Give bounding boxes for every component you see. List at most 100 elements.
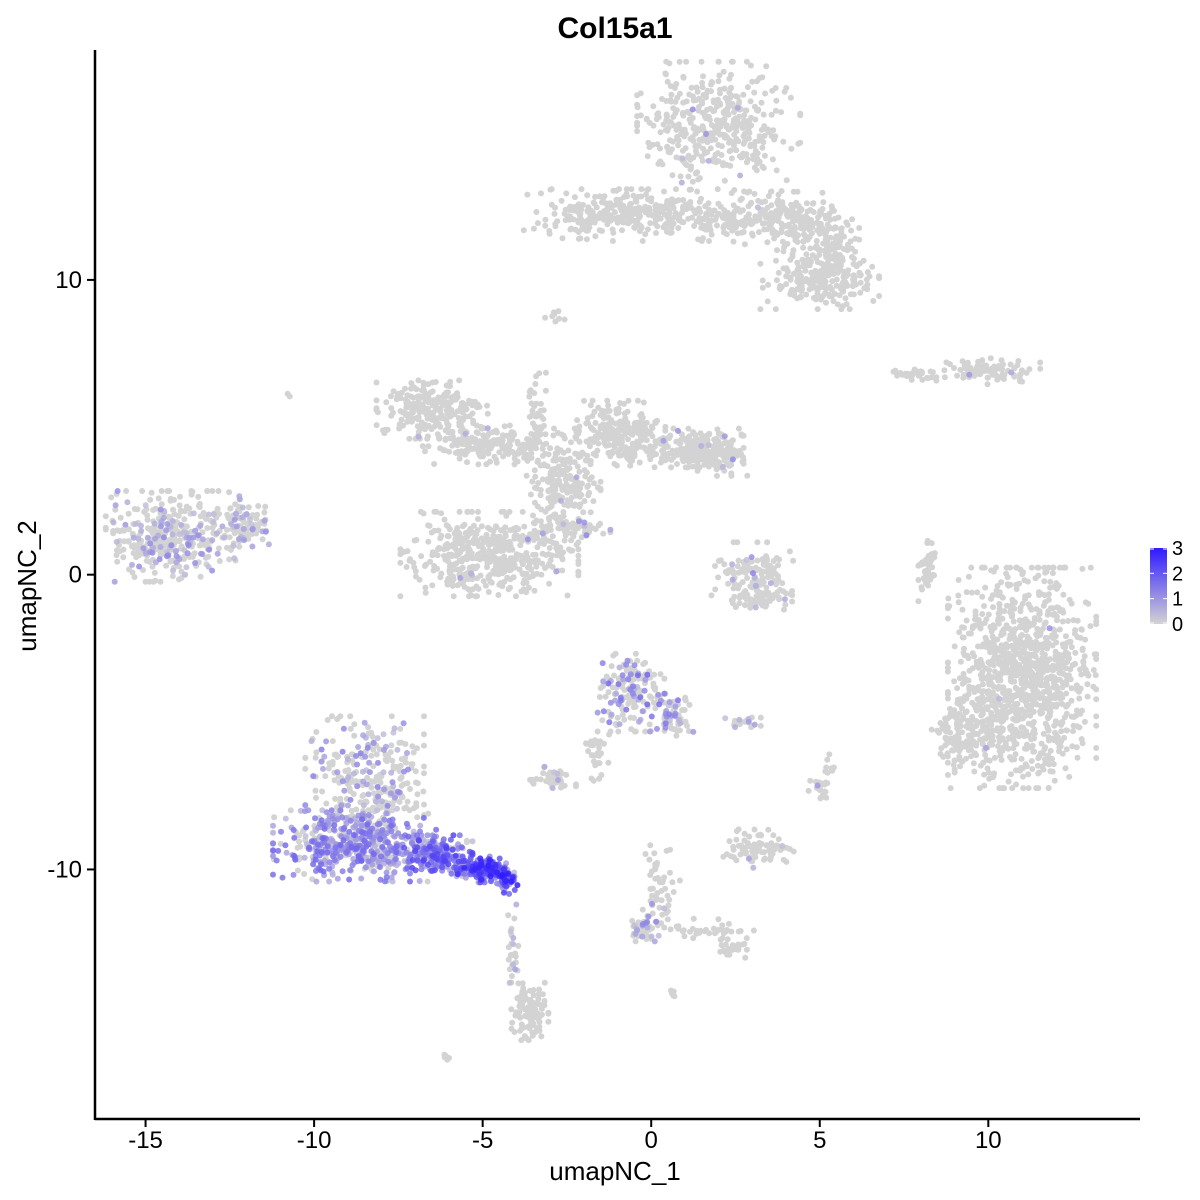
- data-point-4156: [955, 577, 962, 583]
- data-point-1826: [458, 423, 465, 430]
- data-point-2258: [587, 424, 594, 431]
- data-point-894: [803, 200, 810, 207]
- data-point-1868: [523, 472, 530, 479]
- data-point-4253: [981, 782, 988, 789]
- data-point-4149: [1080, 658, 1087, 665]
- data-point-1818: [440, 447, 447, 453]
- data-point-1194: [803, 291, 810, 298]
- data-point-4798: [1007, 564, 1013, 571]
- data-point-3390: [215, 545, 222, 552]
- data-point-4713: [971, 653, 978, 660]
- data-point-4840: [969, 699, 976, 706]
- data-point-1311: [813, 242, 820, 249]
- data-point-1407: [1019, 367, 1025, 374]
- data-point-2494: [654, 438, 661, 445]
- data-point-3444: [170, 506, 176, 513]
- data-point-206: [682, 161, 689, 168]
- data-point-1914: [597, 478, 604, 485]
- data-point-600: [675, 225, 682, 231]
- data-point-2446: [673, 448, 680, 455]
- data-point-241: [679, 147, 686, 154]
- data-point-219: [732, 93, 739, 100]
- data-point-4648: [995, 743, 1001, 750]
- data-point-4459: [970, 760, 977, 767]
- data-point-4348: [1012, 626, 1019, 633]
- data-point-4182: [944, 664, 951, 671]
- data-point-2248: [575, 430, 582, 437]
- data-point-3424: [129, 543, 135, 550]
- data-point-814: [567, 226, 574, 233]
- data-point-824: [542, 222, 549, 229]
- data-point-1665: [415, 414, 422, 421]
- data-point-3613: [759, 556, 766, 563]
- data-point-398: [657, 158, 663, 165]
- data-point-2758: [478, 523, 485, 530]
- data-point-1287: [844, 241, 851, 248]
- data-point-988: [764, 239, 771, 246]
- data-point-367: [742, 107, 749, 114]
- data-point-4635: [1011, 599, 1018, 606]
- data-point-268: [673, 154, 680, 161]
- data-point-2923: [411, 537, 418, 544]
- data-point-780: [628, 186, 635, 193]
- data-point-1118: [829, 278, 836, 285]
- data-point-4393: [1019, 696, 1026, 703]
- data-point-1910: [576, 468, 583, 475]
- data-point-3244: [227, 505, 234, 512]
- data-point-4012: [1065, 618, 1072, 624]
- data-point-3607: [742, 567, 749, 573]
- data-point-1761: [511, 431, 518, 438]
- data-point-3734: [925, 561, 932, 568]
- data-point-4293: [1027, 604, 1034, 611]
- data-point-3283: [177, 493, 183, 500]
- data-point-3529: [754, 539, 761, 546]
- data-point-831: [622, 210, 629, 217]
- data-point-1656: [443, 401, 450, 408]
- data-point-755: [571, 194, 578, 201]
- data-point-819: [592, 233, 599, 240]
- data-point-3737: [922, 577, 929, 584]
- data-point-3064: [485, 573, 492, 580]
- data-point-4363: [1058, 728, 1065, 735]
- data-point-1152: [773, 277, 780, 284]
- data-point-4780: [1065, 672, 1072, 679]
- data-point-1395: [972, 368, 979, 375]
- data-point-3366: [110, 528, 117, 534]
- data-point-3124: [536, 438, 543, 445]
- data-point-993: [790, 188, 797, 195]
- data-point-88: [733, 147, 740, 154]
- data-point-4954: [951, 738, 958, 744]
- data-point-3431: [144, 516, 151, 523]
- data-point-4025: [1087, 623, 1094, 630]
- data-point-542: [642, 231, 649, 238]
- data-point-3023: [499, 555, 505, 562]
- data-point-4426: [979, 564, 986, 571]
- data-point-4250: [1062, 633, 1069, 640]
- data-point-4307: [1050, 761, 1057, 768]
- data-point-4712: [967, 630, 974, 637]
- data-point-384: [772, 85, 779, 91]
- data-point-1855: [497, 436, 504, 443]
- data-point-4801: [985, 675, 992, 682]
- data-point-2804: [445, 523, 452, 530]
- data-point-622: [654, 203, 661, 210]
- data-point-3419: [195, 493, 202, 500]
- data-point-2739: [510, 574, 517, 581]
- data-point-390: [693, 150, 700, 157]
- data-point-20: [688, 84, 695, 91]
- data-point-2491: [690, 430, 697, 437]
- data-point-2177: [574, 451, 580, 458]
- data-point-3085: [526, 563, 533, 569]
- data-point-473: [680, 197, 687, 203]
- data-point-4598: [997, 736, 1004, 743]
- data-point-4544: [1025, 642, 1032, 649]
- data-point-99: [673, 81, 680, 87]
- data-point-695: [538, 190, 544, 197]
- data-point-3024: [523, 550, 530, 556]
- data-point-2552: [744, 472, 751, 479]
- data-point-1482: [402, 385, 408, 392]
- data-point-563: [639, 238, 646, 244]
- data-point-3732: [931, 572, 938, 579]
- data-point-2722: [546, 580, 553, 587]
- data-point-4444: [1093, 613, 1100, 620]
